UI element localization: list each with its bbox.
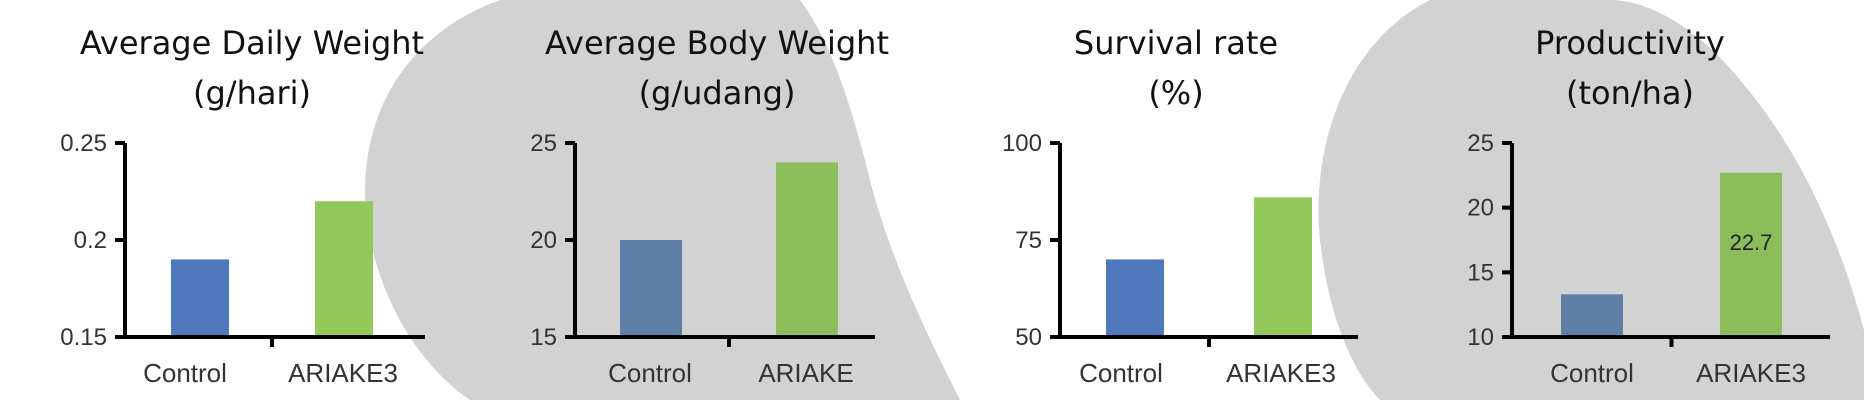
bar-control [620, 240, 682, 337]
x-tick-label: Control [608, 358, 692, 388]
x-tick-label: ARIAKE [758, 358, 853, 388]
bar-ariake3 [315, 201, 373, 337]
chart-survival-rate: Survival rate (%) 50 75 100 Control ARIAKE3 [1002, 24, 1358, 388]
y-tick-label: 50 [1015, 324, 1042, 351]
bar-ariake3 [1720, 172, 1782, 337]
y-tick-label: 10 [1467, 324, 1494, 351]
y-tick-label: 0.2 [74, 227, 107, 254]
x-tick-label: ARIAKE3 [1696, 358, 1806, 388]
x-tick-label: Control [1079, 358, 1163, 388]
y-tick-label: 20 [530, 227, 557, 254]
bar-ariake3 [1254, 197, 1312, 337]
y-tick-label: 15 [1467, 259, 1494, 286]
y-tick-label: 100 [1002, 130, 1042, 157]
y-tick-label: 20 [1467, 195, 1494, 222]
y-tick-label: 25 [1467, 130, 1494, 157]
chart-average-body-weight: Average Body Weight (g/udang) 15 20 25 Contro… [530, 24, 889, 388]
chart-productivity: Productivity (ton/ha) 22.7 10 15 20 25 Control A… [1467, 24, 1830, 388]
chart-subtitle: (ton/ha) [1566, 74, 1694, 112]
chart-title: Average Daily Weight [80, 24, 424, 62]
bar-control [171, 259, 229, 337]
x-tick-label: ARIAKE3 [288, 358, 398, 388]
x-tick-label: Control [143, 358, 227, 388]
bar-control [1561, 294, 1623, 337]
y-tick-label: 15 [530, 324, 557, 351]
bar-ariake [776, 162, 838, 337]
data-label: 22.7 [1730, 230, 1773, 255]
chart-title: Productivity [1535, 24, 1725, 62]
chart-title: Average Body Weight [545, 24, 889, 62]
y-tick-label: 0.25 [60, 130, 107, 157]
chart-subtitle: (g/hari) [193, 74, 311, 112]
chart-subtitle: (%) [1148, 74, 1203, 112]
bar-control [1106, 259, 1164, 337]
chart-average-daily-weight: Average Daily Weight (g/hari) 0.15 0.2 0.25 C… [60, 24, 425, 388]
y-tick-label: 75 [1015, 227, 1042, 254]
y-tick-label: 0.15 [60, 324, 107, 351]
chart-title: Survival rate [1074, 24, 1278, 62]
y-tick-label: 25 [530, 130, 557, 157]
x-tick-label: Control [1550, 358, 1634, 388]
x-tick-label: ARIAKE3 [1226, 358, 1336, 388]
chart-subtitle: (g/udang) [639, 74, 796, 112]
